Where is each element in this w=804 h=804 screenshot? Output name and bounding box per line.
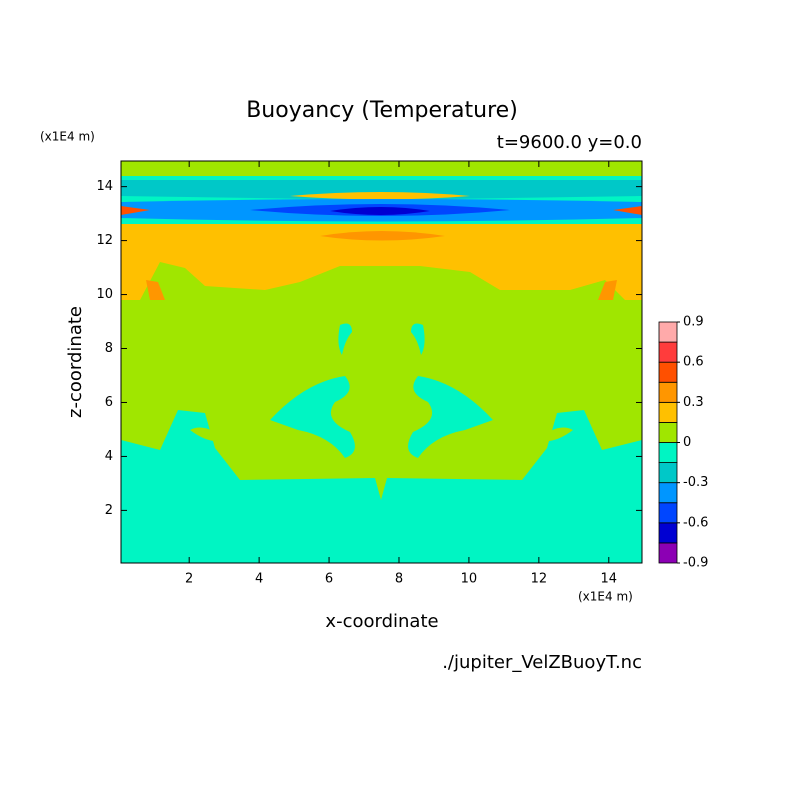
chart-title: Buoyancy (Temperature): [246, 98, 518, 123]
colorbar-tick-label: -0.3: [683, 475, 708, 490]
colorbar-segment: [658, 482, 678, 504]
y-tick-label: 4: [105, 449, 113, 464]
plot-area: [120, 160, 643, 564]
colorbar-tick-label: 0.9: [683, 315, 704, 330]
source-label: ./jupiter_VelZBuoyT.nc: [442, 652, 642, 673]
x-unit: (x1E4 m): [578, 590, 633, 604]
contour-region: [320, 231, 445, 241]
plot-frame: [120, 160, 643, 564]
colorbar-segment: [658, 422, 678, 443]
contour-region: [338, 323, 352, 355]
contour-region: [121, 222, 642, 300]
colorbar-tick-label: 0: [683, 435, 691, 450]
y-tick-label: 8: [105, 341, 113, 356]
contour-region: [270, 376, 355, 458]
contour-region: [330, 207, 430, 215]
y-unit: (x1E4 m): [40, 130, 95, 144]
contour-region: [408, 376, 493, 458]
y-tick-label: 10: [96, 287, 113, 302]
y-tick-label: 14: [96, 179, 113, 194]
colorbar-segment: [658, 381, 678, 403]
contour-region: [121, 206, 150, 215]
colorbar-segment: [658, 462, 678, 484]
x-tick-label: 10: [461, 572, 478, 587]
y-tick-label: 6: [105, 395, 113, 410]
x-tick-label: 14: [601, 572, 618, 587]
contour-region: [598, 280, 617, 300]
contour-region: [146, 280, 165, 300]
y-tick-label: 2: [105, 503, 113, 518]
y-axis-label: z-coordinate: [65, 306, 86, 418]
colorbar-segment: [658, 522, 678, 544]
x-tick-label: 8: [395, 572, 403, 587]
contour-region: [121, 180, 642, 200]
chart-subtitle: t=9600.0 y=0.0: [497, 132, 642, 153]
colorbar-segment: [658, 321, 678, 343]
colorbar-segment: [658, 401, 678, 423]
colorbar-segment: [658, 542, 678, 564]
colorbar-tick-label: 0.6: [683, 355, 704, 370]
x-tick-label: 6: [325, 572, 333, 587]
contour-region: [190, 427, 225, 442]
colorbar-segment: [658, 341, 678, 363]
contour-region: [411, 323, 425, 355]
colorbar-segment: [658, 502, 678, 524]
contour-region: [290, 192, 470, 200]
colorbar-segment: [658, 361, 678, 383]
x-tick-label: 2: [185, 572, 193, 587]
x-tick-label: 12: [531, 572, 548, 587]
contour-region: [538, 427, 573, 442]
colorbar-tick-label: -0.6: [683, 515, 708, 530]
x-tick-label: 4: [255, 572, 263, 587]
x-axis-label: x-coordinate: [325, 611, 438, 632]
colorbar-tick-label: -0.9: [683, 556, 708, 571]
colorbar-segment: [658, 442, 678, 463]
contour-region: [613, 206, 642, 215]
colorbar-tick-label: 0.3: [683, 395, 704, 410]
contour-region: [121, 410, 642, 563]
y-tick-label: 12: [96, 233, 113, 248]
